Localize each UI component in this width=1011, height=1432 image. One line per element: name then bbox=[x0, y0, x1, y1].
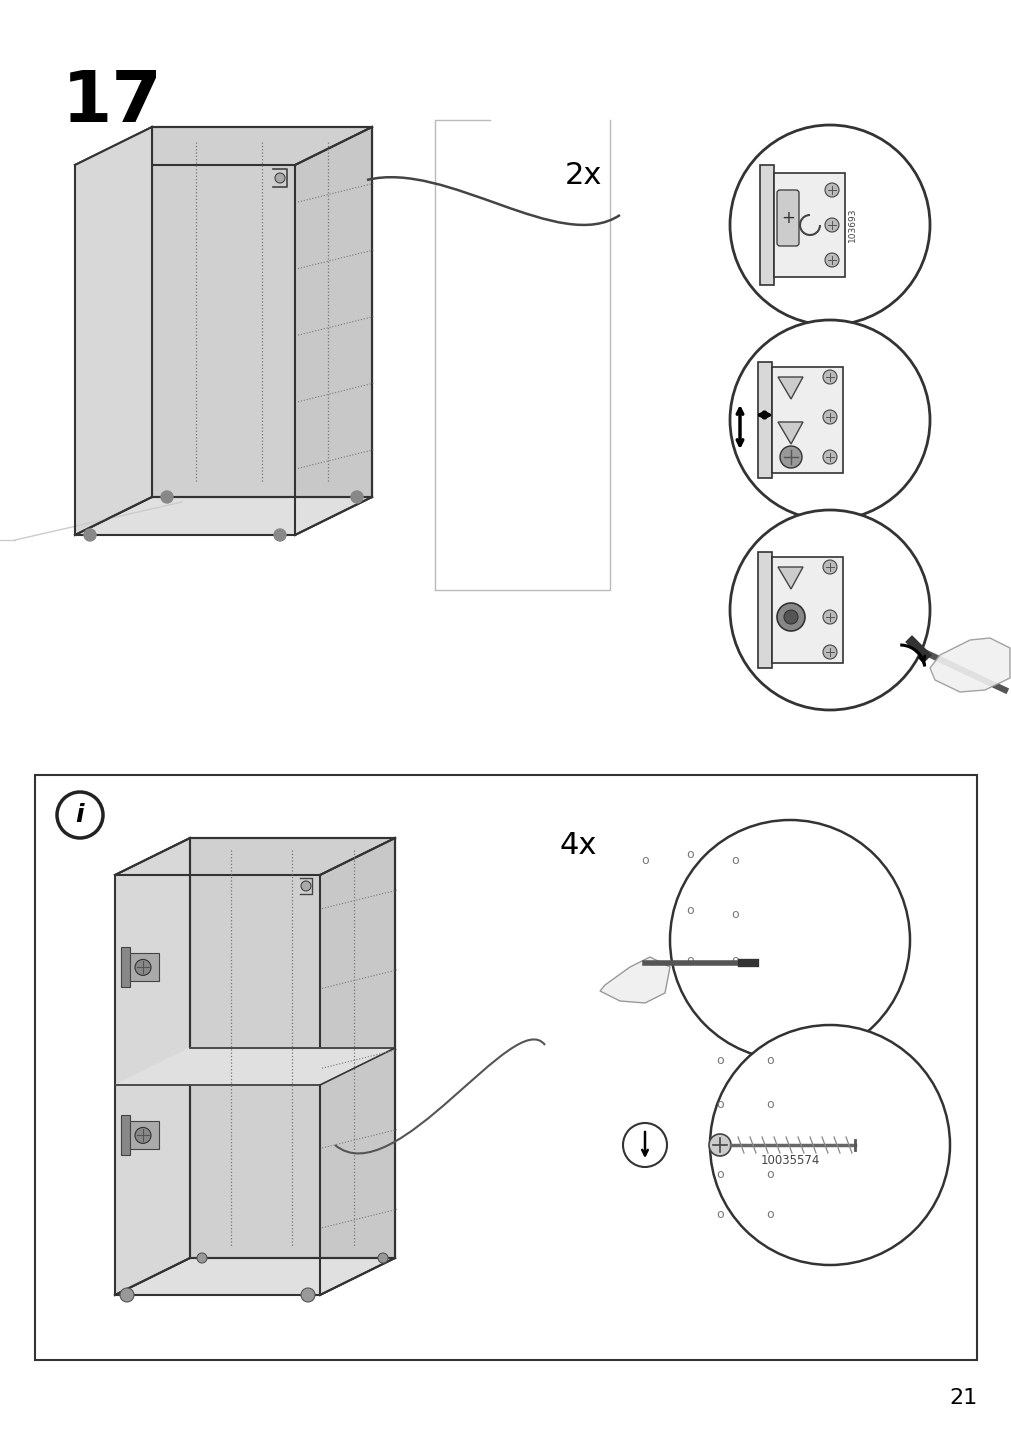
Text: o: o bbox=[731, 853, 738, 866]
Circle shape bbox=[134, 959, 151, 975]
Polygon shape bbox=[295, 127, 372, 536]
Text: o: o bbox=[765, 1209, 773, 1221]
Text: 21: 21 bbox=[948, 1388, 977, 1408]
Circle shape bbox=[300, 881, 310, 891]
Circle shape bbox=[779, 445, 801, 468]
Circle shape bbox=[300, 1287, 314, 1302]
Circle shape bbox=[824, 218, 838, 232]
Text: o: o bbox=[685, 849, 694, 862]
Polygon shape bbox=[129, 1121, 159, 1150]
Polygon shape bbox=[757, 551, 771, 667]
Text: 17: 17 bbox=[62, 67, 163, 137]
Circle shape bbox=[824, 253, 838, 266]
Circle shape bbox=[729, 125, 929, 325]
Polygon shape bbox=[115, 838, 394, 875]
Polygon shape bbox=[773, 173, 844, 276]
Text: o: o bbox=[765, 1169, 773, 1181]
Text: 2x: 2x bbox=[564, 160, 602, 189]
Text: o: o bbox=[716, 1054, 723, 1067]
Text: o: o bbox=[731, 954, 738, 967]
Polygon shape bbox=[115, 1257, 394, 1295]
Circle shape bbox=[161, 491, 173, 503]
Polygon shape bbox=[771, 367, 842, 473]
Text: +: + bbox=[780, 209, 795, 228]
Polygon shape bbox=[771, 557, 842, 663]
Text: o: o bbox=[685, 904, 694, 916]
Circle shape bbox=[197, 1253, 207, 1263]
Polygon shape bbox=[75, 127, 372, 165]
Circle shape bbox=[709, 1134, 730, 1156]
Polygon shape bbox=[777, 567, 802, 589]
Circle shape bbox=[776, 603, 804, 632]
Circle shape bbox=[784, 610, 798, 624]
Circle shape bbox=[134, 1127, 151, 1143]
Circle shape bbox=[274, 528, 286, 541]
Circle shape bbox=[729, 319, 929, 520]
Circle shape bbox=[822, 610, 836, 624]
Polygon shape bbox=[75, 127, 152, 536]
Polygon shape bbox=[777, 422, 802, 444]
Polygon shape bbox=[757, 362, 771, 478]
Circle shape bbox=[623, 1123, 666, 1167]
Circle shape bbox=[822, 560, 836, 574]
Text: 103693: 103693 bbox=[846, 208, 855, 242]
Polygon shape bbox=[129, 954, 159, 981]
Polygon shape bbox=[75, 497, 372, 536]
Polygon shape bbox=[929, 639, 1009, 692]
Polygon shape bbox=[600, 957, 669, 1002]
Circle shape bbox=[822, 644, 836, 659]
Polygon shape bbox=[759, 165, 773, 285]
Text: o: o bbox=[716, 1098, 723, 1111]
Circle shape bbox=[275, 173, 285, 183]
Text: o: o bbox=[685, 954, 694, 967]
Text: o: o bbox=[716, 1169, 723, 1181]
Circle shape bbox=[669, 821, 909, 1060]
Circle shape bbox=[378, 1253, 387, 1263]
Circle shape bbox=[822, 450, 836, 464]
FancyBboxPatch shape bbox=[776, 190, 799, 246]
Text: o: o bbox=[641, 853, 648, 866]
Text: o: o bbox=[765, 1098, 773, 1111]
Bar bbox=[35, 775, 976, 1360]
Text: o: o bbox=[765, 1054, 773, 1067]
Circle shape bbox=[351, 491, 363, 503]
Circle shape bbox=[710, 1025, 949, 1264]
Text: i: i bbox=[76, 803, 84, 828]
Circle shape bbox=[822, 369, 836, 384]
Text: 10035574: 10035574 bbox=[759, 1154, 819, 1167]
Polygon shape bbox=[115, 838, 190, 1295]
Polygon shape bbox=[777, 377, 802, 400]
Text: o: o bbox=[731, 908, 738, 922]
Polygon shape bbox=[121, 948, 129, 988]
Circle shape bbox=[84, 528, 96, 541]
Circle shape bbox=[729, 510, 929, 710]
Polygon shape bbox=[115, 1048, 394, 1085]
Circle shape bbox=[822, 410, 836, 424]
Circle shape bbox=[824, 183, 838, 198]
Circle shape bbox=[120, 1287, 133, 1302]
Text: 4x: 4x bbox=[559, 831, 596, 859]
Polygon shape bbox=[121, 1116, 129, 1156]
Text: o: o bbox=[716, 1209, 723, 1221]
Polygon shape bbox=[319, 838, 394, 1295]
Polygon shape bbox=[152, 127, 372, 497]
Circle shape bbox=[57, 792, 103, 838]
Polygon shape bbox=[190, 838, 394, 1257]
